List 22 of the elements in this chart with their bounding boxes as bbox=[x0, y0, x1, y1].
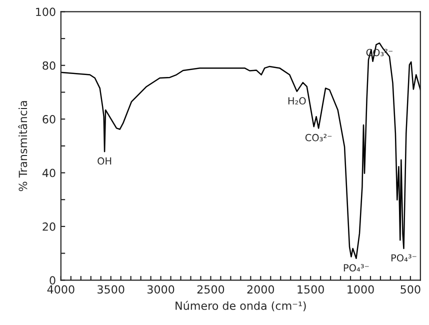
line-series bbox=[60, 42, 420, 260]
x-tick-label: 1000 bbox=[348, 285, 374, 294]
annotation: CO₃²⁻ bbox=[305, 134, 332, 142]
annotation: PO₄³⁻ bbox=[391, 254, 416, 262]
x-tick-label: 2000 bbox=[247, 285, 274, 294]
x-tick-label: 1500 bbox=[298, 285, 324, 294]
annotation: OH bbox=[98, 157, 112, 165]
y-tick-label: 80 bbox=[42, 61, 56, 70]
x-tick-label: 4000 bbox=[47, 285, 74, 294]
y-axis-title: % Transmitância bbox=[18, 101, 28, 192]
y-tick-label: 20 bbox=[42, 222, 56, 231]
annotation: PO₄³⁻ bbox=[344, 264, 369, 272]
annotation: H₂O bbox=[288, 97, 306, 105]
y-tick-label: 60 bbox=[42, 115, 56, 124]
x-tick-label: 3500 bbox=[98, 285, 124, 294]
y-tick-label: 0 bbox=[50, 276, 56, 285]
x-tick-label: 3000 bbox=[147, 285, 174, 294]
x-tick-label: 500 bbox=[400, 285, 420, 294]
y-tick-label: 40 bbox=[42, 168, 56, 178]
x-axis-title: Número de onda (cm⁻¹) bbox=[176, 300, 306, 312]
y-tick-label: 100 bbox=[36, 8, 56, 16]
x-tick-label: 2500 bbox=[197, 285, 224, 294]
